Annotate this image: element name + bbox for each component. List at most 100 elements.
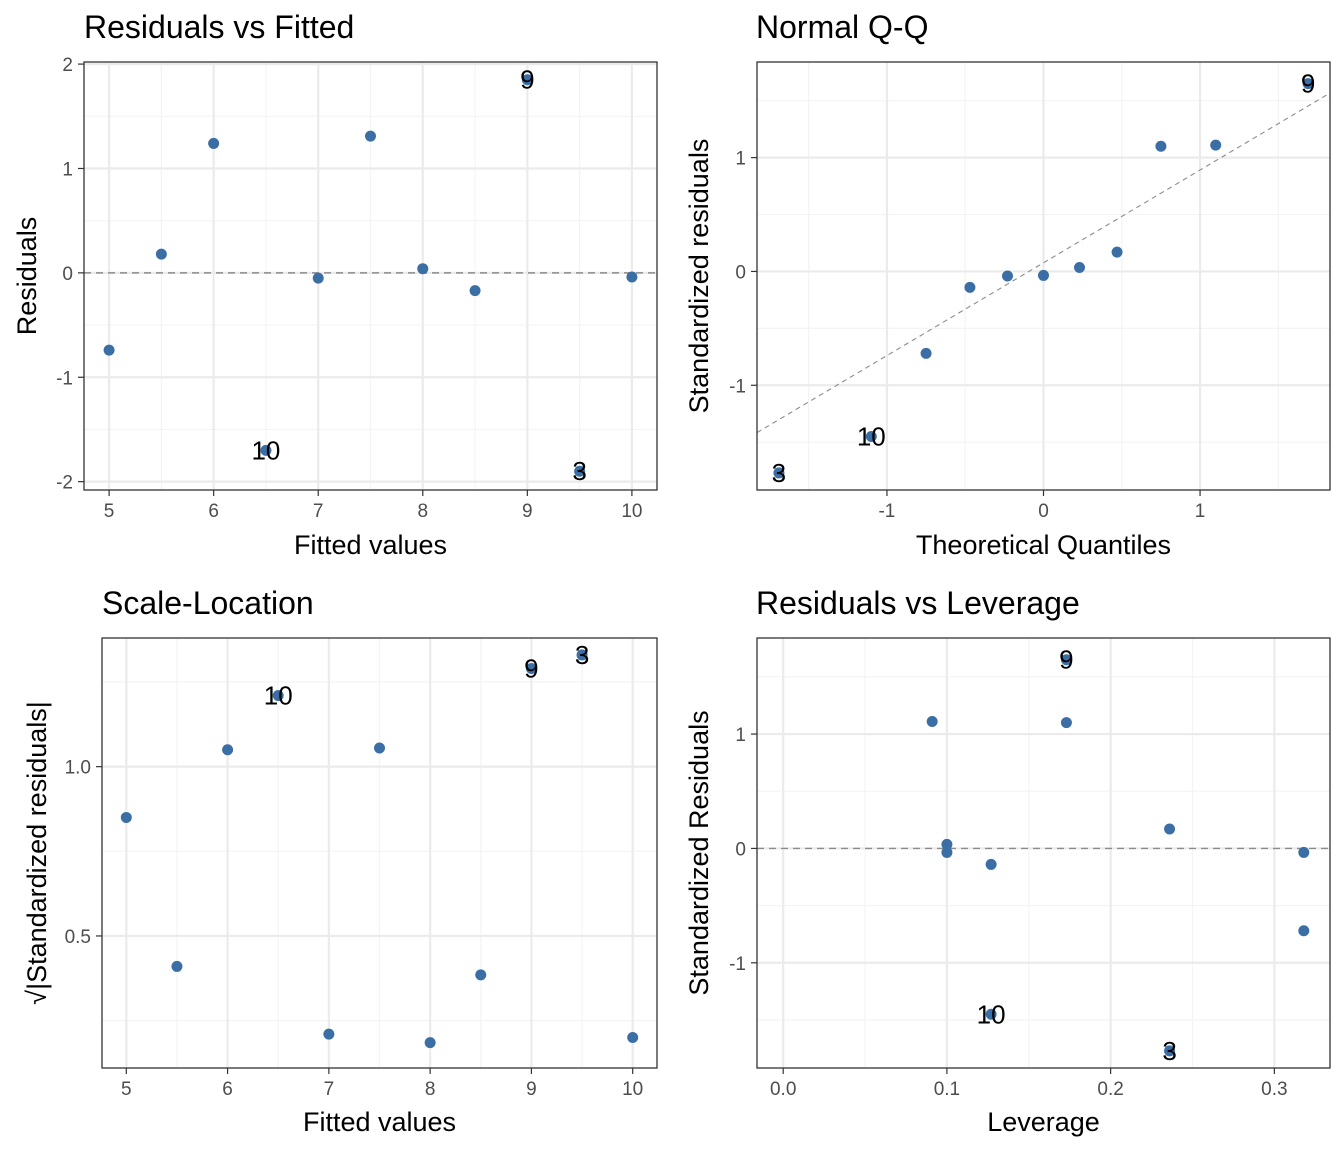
residuals-leverage-x-tick-label: 0.1 [934, 1079, 960, 1100]
residuals-fitted-y-tick-label: 0 [62, 264, 73, 285]
normal-qq-panel-border [756, 61, 1331, 491]
residuals-fitted-data-point [103, 344, 115, 356]
residuals-leverage-point-label: 10 [977, 999, 1006, 1029]
residuals-leverage-y-tick-label: -1 [729, 954, 746, 975]
residuals-fitted-point-label: 10 [251, 435, 280, 465]
scale-location-data-point [525, 662, 537, 674]
scale-location-y-tick-label: 1.0 [65, 758, 91, 779]
scale-location-data-point [475, 969, 487, 981]
scale-location-panel-border [101, 637, 658, 1069]
residuals-leverage-data-point [941, 838, 953, 850]
residuals-leverage-data-point [985, 1008, 997, 1020]
residuals-leverage-panel-border [756, 637, 1331, 1069]
residuals-fitted-data-point [469, 285, 481, 297]
normal-qq-point-label: 10 [857, 422, 886, 452]
residuals-fitted-data-point [417, 263, 429, 275]
normal-qq-y-tick-label: 1 [735, 149, 746, 170]
normal-qq-data-point [920, 347, 932, 359]
normal-qq-data-point [865, 431, 877, 442]
residuals-leverage-x-tick-label: 0.3 [1261, 1079, 1287, 1100]
scale-location-data-point [272, 690, 284, 702]
residuals-fitted-y-axis-title: Residuals [12, 217, 42, 336]
scale-location-x-tick-label: 7 [324, 1079, 335, 1100]
residuals-leverage-data-point [941, 846, 953, 858]
scale-location-data-point [374, 742, 385, 754]
residuals-fitted-x-tick-label: 6 [208, 501, 219, 522]
residuals-leverage-x-axis-title: Leverage [987, 1107, 1100, 1137]
normal-qq-x-tick-label: 1 [1195, 501, 1206, 522]
residuals-leverage-data-point [926, 715, 938, 727]
residuals-leverage-panel: 0.0 0.1 0.2 0.3 -1 0 1 10 9 3 Residuals vs Leverag… [684, 585, 1331, 1137]
residuals-leverage-y-tick-label: 0 [735, 839, 746, 860]
normal-qq-data-point [1074, 261, 1086, 273]
residuals-leverage-data-point [1164, 1045, 1176, 1057]
scale-location-x-tick-label: 6 [222, 1079, 233, 1100]
residuals-leverage-y-tick-label: 1 [735, 725, 746, 746]
residuals-fitted-data-point [521, 74, 533, 86]
residuals-leverage-data-point [1164, 823, 1176, 835]
scale-location-point-label: 3 [575, 640, 589, 670]
scale-location-data-point [171, 960, 183, 972]
scale-location-x-tick-label: 10 [622, 1079, 643, 1100]
normal-qq-data-point [1038, 269, 1049, 281]
residuals-leverage-data-point [1298, 925, 1310, 937]
scale-location-data-point [120, 811, 132, 823]
scale-location-data-point [323, 1028, 335, 1040]
residuals-leverage-y-axis-title: Standardized Residuals [684, 710, 714, 995]
residuals-fitted-data-point [626, 271, 638, 283]
residuals-leverage-x-tick-label: 0.2 [1097, 1079, 1123, 1100]
normal-qq-point-label: 3 [772, 458, 786, 488]
residuals-fitted-x-axis-title: Fitted values [294, 530, 447, 560]
normal-qq-panel: -1 0 1 -1 0 1 3 10 9 Normal Q-Q Theoretical Quanti… [684, 9, 1331, 560]
residuals-fitted-y-tick-label: 1 [62, 159, 73, 180]
residuals-fitted-x-tick-label: 5 [104, 501, 115, 522]
scale-location-data-point [627, 1032, 639, 1044]
residuals-fitted-y-tick-label: -1 [56, 368, 73, 389]
normal-qq-y-tick-label: -1 [729, 376, 746, 397]
normal-qq-y-axis-title: Standardized residuals [684, 139, 714, 414]
residuals-fitted-data-point [208, 137, 220, 149]
scale-location-y-axis-title: √|Standardized residuals| [22, 701, 52, 1005]
residuals-leverage-x-tick-label: 0.0 [770, 1079, 796, 1100]
scale-location-x-tick-label: 8 [425, 1079, 436, 1100]
residuals-fitted-x-tick-label: 9 [522, 501, 533, 522]
residuals-fitted-data-point [260, 444, 272, 456]
residuals-fitted-data-point [155, 248, 167, 260]
scale-location-panel: 5 6 7 8 9 10 0.5 1.0 10 9 3 Scale-Location Fitted va… [22, 585, 658, 1137]
residuals-fitted-panel: 5 6 7 8 9 10 -2 -1 0 1 2 10 9 3 Residuals vs Fitted Fit… [12, 9, 658, 560]
normal-qq-x-axis-title: Theoretical Quantiles [916, 530, 1171, 560]
scale-location-data-point [424, 1037, 436, 1049]
normal-qq-data-point [964, 281, 976, 293]
residuals-fitted-x-tick-label: 8 [417, 501, 428, 522]
normal-qq-data-point [1001, 270, 1013, 282]
normal-qq-point-label: 9 [1301, 69, 1315, 99]
residuals-fitted-data-point [365, 130, 376, 142]
residuals-leverage-data-point [1298, 846, 1310, 858]
residuals-fitted-x-tick-label: 7 [313, 501, 324, 522]
scale-location-point-label: 10 [264, 681, 293, 711]
scale-location-y-tick-label: 0.5 [65, 927, 91, 948]
normal-qq-data-point [1155, 140, 1167, 152]
residuals-leverage-data-point [985, 858, 997, 870]
residuals-leverage-title: Residuals vs Leverage [756, 585, 1080, 621]
scale-location-x-tick-label: 5 [121, 1079, 132, 1100]
normal-qq-data-point [773, 467, 785, 479]
normal-qq-data-point [1302, 78, 1314, 90]
normal-qq-y-tick-label: 0 [735, 262, 746, 283]
normal-qq-x-tick-label: -1 [878, 501, 895, 522]
residuals-fitted-y-tick-label: 2 [62, 55, 73, 76]
residuals-leverage-data-point [1060, 717, 1072, 729]
normal-qq-reference-line [756, 92, 1331, 434]
scale-location-point-label: 9 [524, 653, 538, 683]
scale-location-data-point [576, 649, 588, 661]
residuals-fitted-panel-border [83, 61, 658, 491]
residuals-fitted-point-label: 9 [520, 65, 534, 95]
scale-location-x-axis-title: Fitted values [303, 1107, 456, 1137]
residuals-fitted-point-label: 3 [572, 456, 586, 486]
residuals-fitted-data-point [574, 465, 586, 477]
residuals-leverage-data-point [1060, 654, 1072, 666]
normal-qq-data-point [1111, 246, 1123, 258]
normal-qq-title: Normal Q-Q [756, 9, 928, 45]
normal-qq-x-tick-label: 0 [1038, 501, 1049, 522]
